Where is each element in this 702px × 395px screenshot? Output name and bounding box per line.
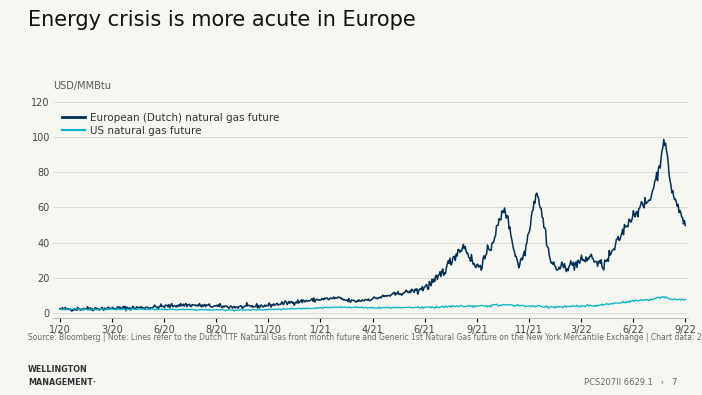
Text: WELLINGTON: WELLINGTON [28,365,88,374]
Text: MANAGEMENT·: MANAGEMENT· [28,378,96,387]
Text: Energy crisis is more acute in Europe: Energy crisis is more acute in Europe [28,10,416,30]
Text: USD/MMBtu: USD/MMBtu [53,81,111,91]
Text: PCS207II 6629.1   ›   7: PCS207II 6629.1 › 7 [584,378,677,387]
Text: Source: Bloomberg | Note: Lines refer to the Dutch TTF Natural Gas front month f: Source: Bloomberg | Note: Lines refer to… [28,333,702,342]
Legend: European (Dutch) natural gas future, US natural gas future: European (Dutch) natural gas future, US … [58,108,284,140]
